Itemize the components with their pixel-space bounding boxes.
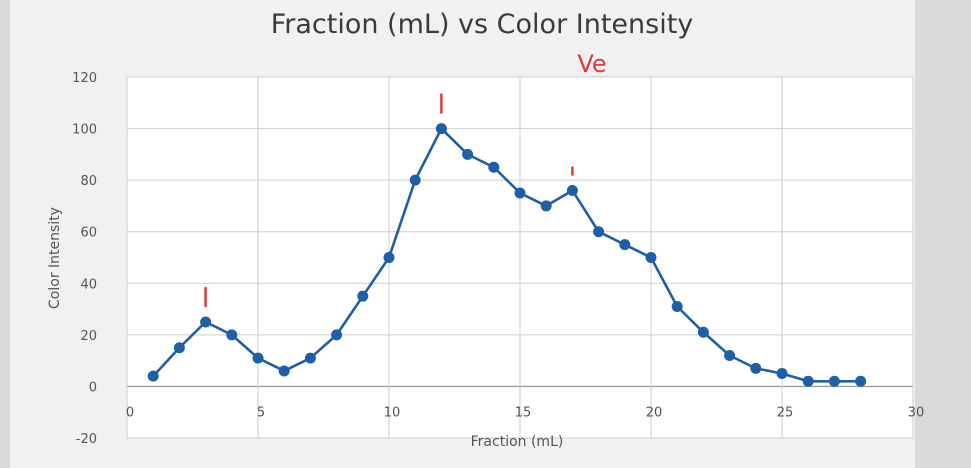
x-tick-label: 0	[126, 405, 134, 420]
data-point	[173, 342, 185, 354]
data-point	[697, 326, 709, 338]
data-point	[278, 365, 290, 377]
gridlines	[126, 76, 914, 439]
data-point	[304, 352, 316, 364]
y-tick-label: 100	[72, 123, 97, 138]
data-point	[200, 316, 212, 328]
annotations	[204, 93, 574, 308]
data-point	[383, 252, 395, 263]
x-axis-label: Fraction (mL)	[471, 434, 564, 450]
y-tick-label: 0	[89, 380, 97, 395]
y-tick-label: -20	[76, 432, 97, 447]
data-point	[566, 184, 578, 196]
chart-title: Fraction (mL) vs Color Intensity	[271, 9, 694, 40]
y-tick-label: 60	[80, 226, 97, 241]
x-tick-label: 5	[257, 405, 265, 420]
y-tick-label: 80	[80, 174, 97, 189]
data-point	[357, 290, 369, 302]
data-point	[226, 329, 238, 341]
y-axis-label: Color Intensity	[47, 207, 63, 309]
data-point	[724, 349, 736, 361]
data-point	[514, 187, 526, 199]
y-tick-label: 20	[80, 329, 97, 344]
data-point	[828, 375, 840, 387]
data-point	[540, 200, 552, 212]
data-point	[619, 239, 631, 251]
x-tick-label: 20	[646, 405, 663, 420]
data-point	[409, 174, 421, 186]
data-point	[802, 375, 814, 387]
data-point	[252, 352, 264, 364]
data-point	[671, 300, 683, 312]
data-point	[593, 226, 605, 238]
data-point	[488, 161, 500, 173]
data-point	[750, 362, 762, 374]
y-tick-label: 120	[72, 71, 97, 86]
data-point	[147, 370, 159, 382]
y-tick-label: 40	[80, 277, 97, 292]
data-point	[855, 375, 867, 387]
x-tick-label: 25	[777, 405, 794, 420]
data-point	[331, 329, 343, 341]
tick-labels: -20 0 20 40 60 80 100 120 0 5 10 15 20 25 30	[72, 71, 924, 447]
data-point	[645, 252, 657, 263]
data-series	[147, 123, 867, 387]
data-point	[462, 148, 474, 160]
x-tick-label: 10	[384, 405, 401, 420]
ve-annotation: Ve	[577, 50, 606, 78]
data-point	[776, 368, 788, 380]
x-tick-label: 30	[908, 405, 925, 420]
x-tick-label: 15	[515, 405, 532, 420]
series-line	[152, 127, 861, 383]
data-point	[435, 123, 447, 135]
